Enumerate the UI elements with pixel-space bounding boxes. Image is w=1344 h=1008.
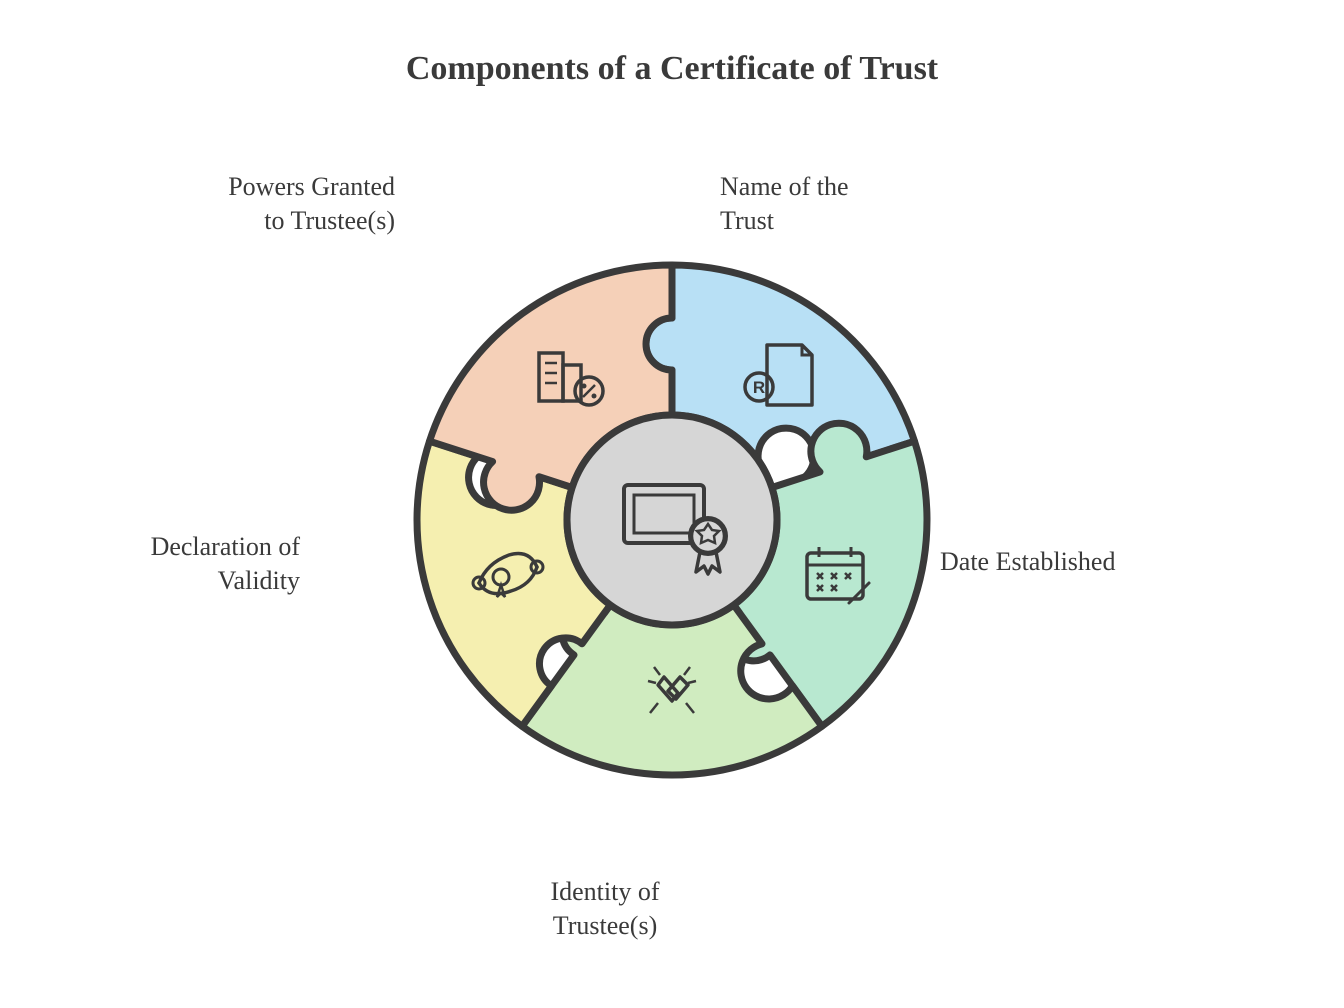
label-powers-granted: Powers Grantedto Trustee(s) [165, 170, 395, 238]
center-certificate [567, 415, 777, 625]
label-identity-trustees: Identity ofTrustee(s) [490, 875, 720, 943]
label-date-established: Date Established [940, 545, 1115, 579]
svg-text:R: R [753, 378, 765, 397]
label-name-of-trust: Name of theTrust [720, 170, 849, 238]
page-title: Components of a Certificate of Trust [406, 50, 938, 88]
label-declaration-validity: Declaration ofValidity [80, 530, 300, 598]
puzzle-diagram: R [362, 210, 982, 830]
